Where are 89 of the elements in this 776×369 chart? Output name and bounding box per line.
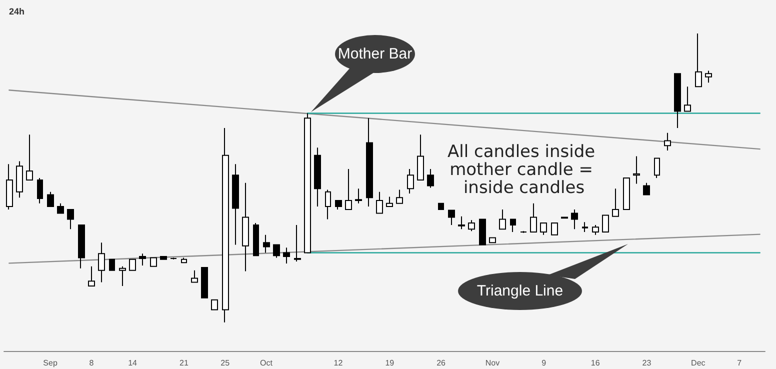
candlestick (47, 191, 54, 208)
x-tick-label: 12 (334, 358, 344, 368)
x-tick-label: 8 (89, 358, 94, 368)
candlestick (479, 218, 486, 246)
candlestick (530, 202, 537, 232)
candlestick (468, 220, 475, 232)
annotation: Mother Bar (338, 46, 412, 62)
candlestick (263, 234, 270, 254)
x-tick-label: 26 (436, 358, 446, 368)
annotation: Triangle Line (476, 282, 564, 300)
annotation: All candles inside mother candle = inside candles (448, 142, 600, 198)
candlestick (386, 196, 393, 208)
x-tick-label: Sep (43, 358, 58, 368)
candlestick (582, 222, 588, 232)
x-tick-label: Dec (691, 358, 706, 368)
candlestick (695, 33, 702, 88)
candlestick (283, 247, 290, 264)
candlestick (602, 214, 609, 232)
candlestick (242, 182, 249, 272)
candlestick (654, 158, 660, 178)
candlestick (684, 86, 691, 112)
x-tick-label: 16 (590, 358, 600, 368)
candlestick (314, 147, 321, 208)
candlestick (211, 299, 218, 310)
candlestick (119, 266, 126, 286)
candlestick (88, 266, 95, 286)
candlestick (427, 168, 434, 188)
candlestick (592, 224, 599, 236)
candlestick (273, 244, 280, 258)
x-tick-label: 25 (220, 358, 230, 368)
candlestick (633, 156, 640, 184)
candlestick (37, 177, 43, 204)
candlestick (345, 168, 352, 210)
candlestick (366, 118, 373, 208)
candlestick (304, 112, 311, 254)
speech-bubble: Mother Bar (311, 35, 415, 112)
x-tick-label: Nov (485, 358, 500, 368)
candlestick (325, 189, 331, 220)
candlestick (181, 257, 187, 264)
x-tick-label: 21 (180, 358, 189, 368)
candlestick (150, 257, 157, 267)
candlestick (407, 168, 414, 194)
candlestick (78, 224, 85, 269)
candlestick (571, 208, 578, 230)
candlestick (520, 230, 527, 234)
x-tick-label: Oct (260, 358, 274, 368)
candlestick (109, 258, 115, 271)
x-tick-label: 23 (642, 358, 652, 368)
candlestick (448, 210, 455, 226)
candlestick (612, 188, 619, 217)
chart-title: 24h (9, 6, 25, 16)
candlestick (674, 73, 681, 128)
candlestick (294, 224, 301, 262)
x-tick-label: 9 (542, 358, 547, 368)
candlestick (705, 70, 712, 84)
candlestick (396, 189, 403, 204)
candlestick (355, 188, 362, 204)
candlestick (191, 270, 198, 283)
candlestick (129, 258, 136, 271)
candlestick (499, 208, 506, 230)
candlestick (458, 216, 465, 230)
candlestick (417, 134, 424, 180)
candlestick (57, 202, 64, 214)
candlestick (160, 256, 167, 260)
candlestick (139, 253, 146, 266)
x-tick-label: 19 (385, 358, 395, 368)
candlestick (438, 202, 444, 210)
candlestick (222, 127, 229, 323)
candlestick (6, 164, 13, 210)
candlestick (540, 222, 547, 236)
candlestick (664, 132, 671, 152)
candlestick (551, 222, 558, 236)
x-tick-label: 7 (737, 358, 742, 368)
candlestick (253, 222, 259, 256)
candlestick (201, 267, 208, 298)
candlestick (623, 177, 630, 210)
candlestick (26, 134, 33, 180)
candlestick (489, 237, 496, 244)
candlestick (376, 191, 383, 214)
candlestick (67, 208, 74, 230)
candlestick (98, 242, 105, 283)
candlestick (643, 182, 650, 196)
candlestick (335, 200, 342, 210)
x-tick-label: 14 (128, 358, 138, 368)
candlestick (16, 160, 23, 198)
candlestick (232, 164, 239, 246)
speech-bubble: Triangle Line (458, 244, 628, 310)
candlestick (510, 218, 516, 232)
candlestick (170, 257, 177, 260)
